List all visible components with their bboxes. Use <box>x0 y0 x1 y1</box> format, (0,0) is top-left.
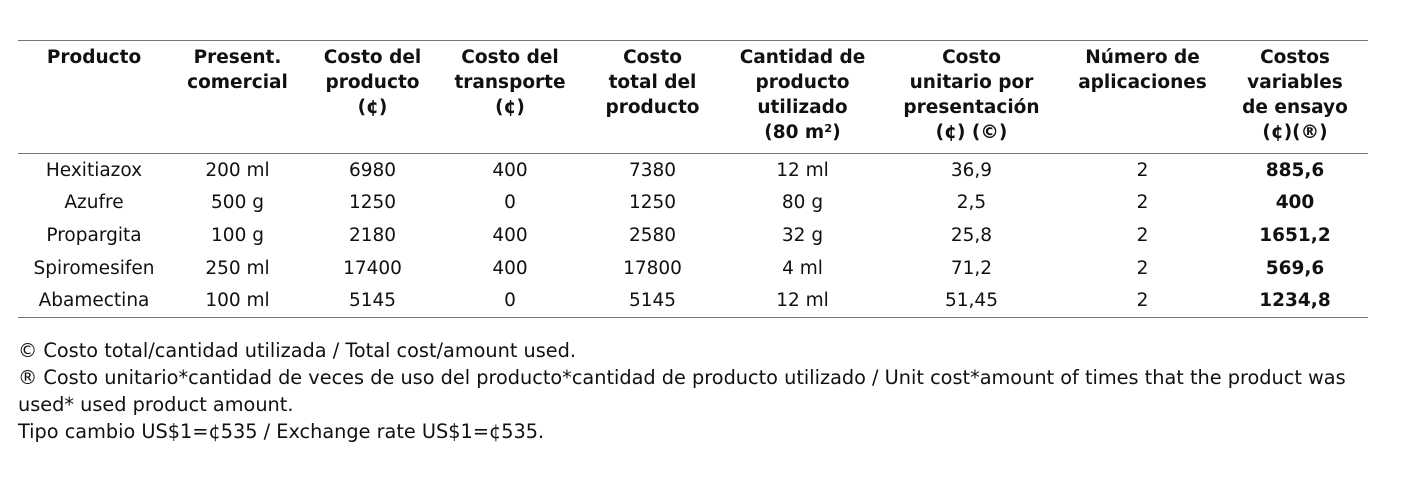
table-cell: 2180 <box>348 224 397 246</box>
header-line: (¢) <box>495 97 525 118</box>
table-cell: 4 ml <box>782 257 823 279</box>
note: © Costo total/cantidad utilizada / Total… <box>18 339 577 362</box>
table-cell: 17400 <box>343 257 402 279</box>
header-line: producto <box>755 72 850 93</box>
table-cell: 2 <box>1136 224 1149 246</box>
table-row: Abamectina 100 ml 5145 0 5145 12 ml 51,45 2 1234… <box>18 284 1368 318</box>
header-line: Costos <box>1260 47 1330 68</box>
header-line: producto <box>325 72 420 93</box>
header-line: Present. <box>193 47 282 68</box>
header-line: (¢)(®) <box>1262 122 1328 143</box>
table-cell: 12 ml <box>776 290 829 312</box>
table-cell: 400 <box>492 159 528 181</box>
header-line: producto <box>605 97 700 118</box>
table-cell: 80 g <box>781 192 824 214</box>
header-line: de ensayo <box>1242 97 1348 118</box>
table-cell: 500 g <box>211 192 264 214</box>
table-cell: Azufre <box>64 192 124 214</box>
table-cell: 569,6 <box>1265 257 1325 279</box>
header-line: (80 m²) <box>764 122 841 143</box>
header-line: aplicaciones <box>1078 72 1207 93</box>
table-cell: 12 ml <box>776 159 829 181</box>
cost-table: Producto Present. comercial Costo del produc… <box>18 40 1368 318</box>
table-cell: 400 <box>492 257 528 279</box>
table-cell: 1234,8 <box>1259 290 1331 312</box>
header-line: Cantidad de <box>739 47 866 68</box>
table-cell: 1250 <box>348 192 397 214</box>
header-line: Costo <box>942 47 1001 68</box>
table-cell: 2580 <box>628 224 677 246</box>
table-cell: Abamectina <box>38 290 150 312</box>
table-cell: 0 <box>504 290 516 312</box>
header-cell: Present. comercial <box>170 41 305 154</box>
table-cell: 71,2 <box>950 257 993 279</box>
table-cell: 32 g <box>781 224 824 246</box>
header-line: (¢) (©) <box>935 122 1008 143</box>
table-cell: 5145 <box>348 290 397 312</box>
table-cell: Propargita <box>46 224 142 246</box>
header-cell: Cantidad de producto utilizado (80 m²) <box>725 41 880 154</box>
table-body: Hexitiazox 200 ml 6980 400 7380 12 ml 36,9 2 885… <box>18 154 1368 318</box>
table-cell: 200 ml <box>205 159 270 181</box>
note: Tipo cambio US$1=¢535 / Exchange rate US… <box>18 420 545 443</box>
table-cell: 250 ml <box>205 257 270 279</box>
table-cell: 100 ml <box>205 290 270 312</box>
header-cell: Número de aplicaciones <box>1063 41 1222 154</box>
table-cell: 100 g <box>211 224 264 246</box>
header-line: Costo del <box>461 47 559 68</box>
table-cell: 51,45 <box>945 290 998 312</box>
table-row: Azufre 500 g 1250 0 1250 80 g 2,5 2 400 <box>18 187 1368 220</box>
header-line: Costo <box>623 47 682 68</box>
header-line: Producto <box>46 47 142 68</box>
table-cell: 25,8 <box>950 224 993 246</box>
table-cell: 400 <box>1275 192 1315 214</box>
table-row: Propargita 100 g 2180 400 2580 32 g 25,8 2 1651,… <box>18 219 1368 252</box>
header-cell: Costo del producto (¢) <box>305 41 440 154</box>
table-row: Spiromesifen 250 ml 17400 400 17800 4 ml 71,2 2… <box>18 252 1368 285</box>
header-line: unitario por <box>909 72 1034 93</box>
table-cell: 2 <box>1136 257 1149 279</box>
header-line: (¢) <box>357 97 388 118</box>
table-cell: 1250 <box>628 192 677 214</box>
table-header: Producto Present. comercial Costo del produc… <box>18 40 1368 154</box>
header-line: utilizado <box>757 97 848 118</box>
header-cell: Costo del transporte (¢) <box>440 41 580 154</box>
table-cell: 17800 <box>623 257 682 279</box>
header-cell: Costo unitario por presentación (¢) (©) <box>880 41 1063 154</box>
header-line: total del <box>608 72 697 93</box>
notes: © Costo total/cantidad utilizada / Total… <box>18 337 1378 445</box>
table-cell: Hexitiazox <box>45 159 143 181</box>
table-cell: 0 <box>504 192 516 214</box>
table-cell: 885,6 <box>1265 159 1325 181</box>
table-cell: 5145 <box>628 290 677 312</box>
header-line: variables <box>1247 72 1343 93</box>
header-line: Costo del <box>323 47 422 68</box>
header-cell: Costos variables de ensayo (¢)(®) <box>1222 41 1368 154</box>
table-cell: 2 <box>1136 290 1149 312</box>
table-cell: Spiromesifen <box>33 257 155 279</box>
header-row: Producto Present. comercial Costo del produc… <box>18 40 1368 154</box>
table-cell: 36,9 <box>950 159 993 181</box>
table-cell: 7380 <box>628 159 677 181</box>
note: ® Costo unitario*cantidad de veces de us… <box>18 366 1346 416</box>
table-cell: 2 <box>1136 159 1149 181</box>
header-line: Número de <box>1085 47 1200 68</box>
header-line: comercial <box>187 72 288 93</box>
table-cell: 2,5 <box>956 192 987 214</box>
table-row: Hexitiazox 200 ml 6980 400 7380 12 ml 36,9 2 885… <box>18 154 1368 187</box>
table-cell: 1651,2 <box>1259 224 1331 246</box>
header-line: transporte <box>454 72 566 93</box>
header-cell: Producto <box>18 41 170 154</box>
header-cell: Costo total del producto <box>580 41 725 154</box>
table-cell: 2 <box>1136 192 1149 214</box>
table-cell: 400 <box>492 224 528 246</box>
table-cell: 6980 <box>348 159 397 181</box>
header-line: presentación <box>903 97 1040 118</box>
